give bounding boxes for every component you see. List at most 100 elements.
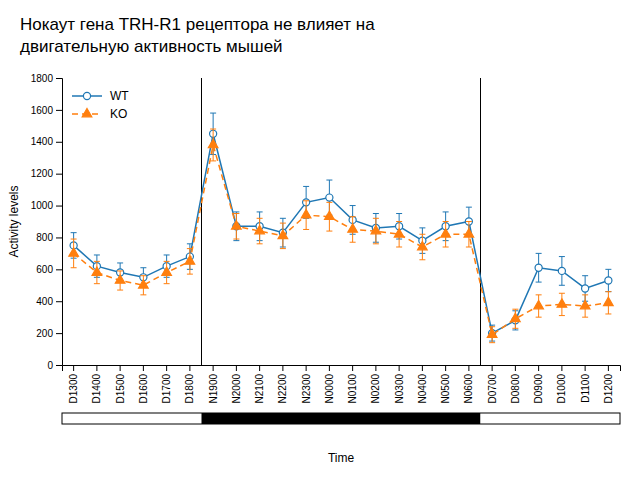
tick-label: D1600 bbox=[138, 374, 149, 404]
error-bar bbox=[536, 253, 542, 282]
marker bbox=[464, 229, 474, 237]
y-tick: 800 bbox=[36, 232, 62, 243]
tick-label: D1300 bbox=[68, 374, 79, 404]
tick-label: D1100 bbox=[580, 374, 591, 403]
marker bbox=[325, 211, 335, 219]
tick-mark bbox=[399, 365, 400, 371]
marker bbox=[301, 210, 311, 218]
series-line bbox=[74, 134, 609, 333]
tick-mark bbox=[56, 78, 62, 79]
tick-label: N0500 bbox=[440, 374, 451, 404]
tick-mark bbox=[236, 365, 237, 371]
tick-mark bbox=[422, 365, 423, 371]
tick-mark bbox=[445, 365, 446, 371]
x-tick: D1100 bbox=[580, 365, 591, 403]
tick-label: N2100 bbox=[254, 374, 265, 404]
error-bar bbox=[605, 269, 611, 291]
marker bbox=[511, 313, 521, 321]
tick-mark bbox=[282, 365, 283, 371]
tick-mark bbox=[56, 333, 62, 334]
tick-mark bbox=[352, 365, 353, 371]
tick-label: D0900 bbox=[533, 374, 544, 404]
series bbox=[70, 113, 612, 341]
x-tick: D0800 bbox=[510, 365, 521, 403]
marker bbox=[535, 264, 542, 271]
tick-mark bbox=[73, 365, 74, 371]
x-tick: N0200 bbox=[370, 365, 381, 403]
tick-label: N2300 bbox=[301, 374, 312, 404]
marker bbox=[557, 299, 567, 307]
tick-label: N2200 bbox=[277, 374, 288, 404]
marker bbox=[441, 229, 451, 237]
tick-mark bbox=[608, 365, 609, 371]
legend-entry: WT bbox=[72, 89, 129, 103]
period-bar-border bbox=[62, 413, 620, 424]
tick-mark bbox=[56, 142, 62, 143]
tick-mark bbox=[515, 365, 516, 371]
tick-mark bbox=[538, 365, 539, 371]
x-tick: D1600 bbox=[138, 365, 149, 403]
y-tick: 1000 bbox=[31, 200, 62, 211]
marker bbox=[232, 221, 242, 229]
title: Нокаут гена TRH-R1 рецептора не влияет н… bbox=[20, 15, 375, 34]
marker bbox=[162, 267, 172, 275]
tick-mark bbox=[56, 365, 62, 366]
legend: WT KO bbox=[72, 89, 129, 121]
x-tick: D1300 bbox=[68, 365, 79, 403]
y-tick: 200 bbox=[36, 328, 62, 339]
legend-label: WT bbox=[110, 89, 129, 103]
marker bbox=[185, 256, 195, 264]
tick-mark bbox=[120, 365, 121, 371]
tick-label: D1500 bbox=[115, 374, 126, 404]
y-tick: 1200 bbox=[31, 168, 62, 179]
tick-mark bbox=[375, 365, 376, 371]
x-tick: D1000 bbox=[556, 365, 567, 403]
axis-line bbox=[63, 366, 621, 372]
marker bbox=[92, 267, 102, 275]
x-tick: N2300 bbox=[301, 365, 312, 403]
x-axis: D1300D1400D1500D1600D1700D1800N1900N2000… bbox=[63, 365, 621, 403]
x-tick: N0600 bbox=[463, 365, 474, 403]
marker bbox=[208, 139, 218, 147]
marker bbox=[604, 297, 614, 305]
marker bbox=[558, 267, 565, 274]
tick-mark bbox=[585, 365, 586, 371]
y-axis-title: Activity levels bbox=[7, 185, 21, 257]
tick-label: 400 bbox=[36, 296, 53, 307]
tick-label: 1600 bbox=[31, 105, 54, 116]
marker bbox=[255, 226, 265, 234]
x-tick: N0300 bbox=[394, 365, 405, 403]
marker bbox=[582, 285, 589, 292]
legend-entry: KO bbox=[72, 107, 127, 121]
tick-mark bbox=[259, 365, 260, 371]
tick-mark bbox=[143, 365, 144, 371]
tick-label: D0700 bbox=[487, 374, 498, 404]
tick-mark bbox=[189, 365, 190, 371]
tick-label: 0 bbox=[47, 360, 53, 371]
period-bar-segment bbox=[202, 413, 481, 424]
tick-mark bbox=[56, 237, 62, 238]
marker bbox=[326, 194, 333, 201]
period-bar-segment bbox=[62, 413, 202, 424]
y-tick: 400 bbox=[36, 296, 62, 307]
tick-label: 1400 bbox=[31, 136, 54, 147]
tick-label: N0000 bbox=[324, 374, 335, 404]
tick-label: 1800 bbox=[31, 73, 54, 84]
y-tick: 600 bbox=[36, 264, 62, 275]
x-tick: N0100 bbox=[347, 365, 358, 403]
legend-label: KO bbox=[110, 107, 127, 121]
chart: Нокаут гена TRH-R1 рецептора не влияет н… bbox=[0, 0, 640, 480]
x-tick: N2200 bbox=[277, 365, 288, 403]
tick-label: D0800 bbox=[510, 374, 521, 404]
tick-mark bbox=[56, 206, 62, 207]
tick-mark bbox=[56, 174, 62, 175]
tick-mark bbox=[468, 365, 469, 371]
tick-label: D1400 bbox=[91, 374, 102, 404]
period-bar-segment bbox=[481, 413, 621, 424]
marker bbox=[69, 248, 79, 256]
error-bar bbox=[559, 257, 565, 286]
x-tick: D0700 bbox=[487, 365, 498, 403]
tick-mark bbox=[306, 365, 307, 371]
y-tick: 1800 bbox=[31, 73, 62, 84]
x-tick: D0900 bbox=[533, 365, 544, 403]
